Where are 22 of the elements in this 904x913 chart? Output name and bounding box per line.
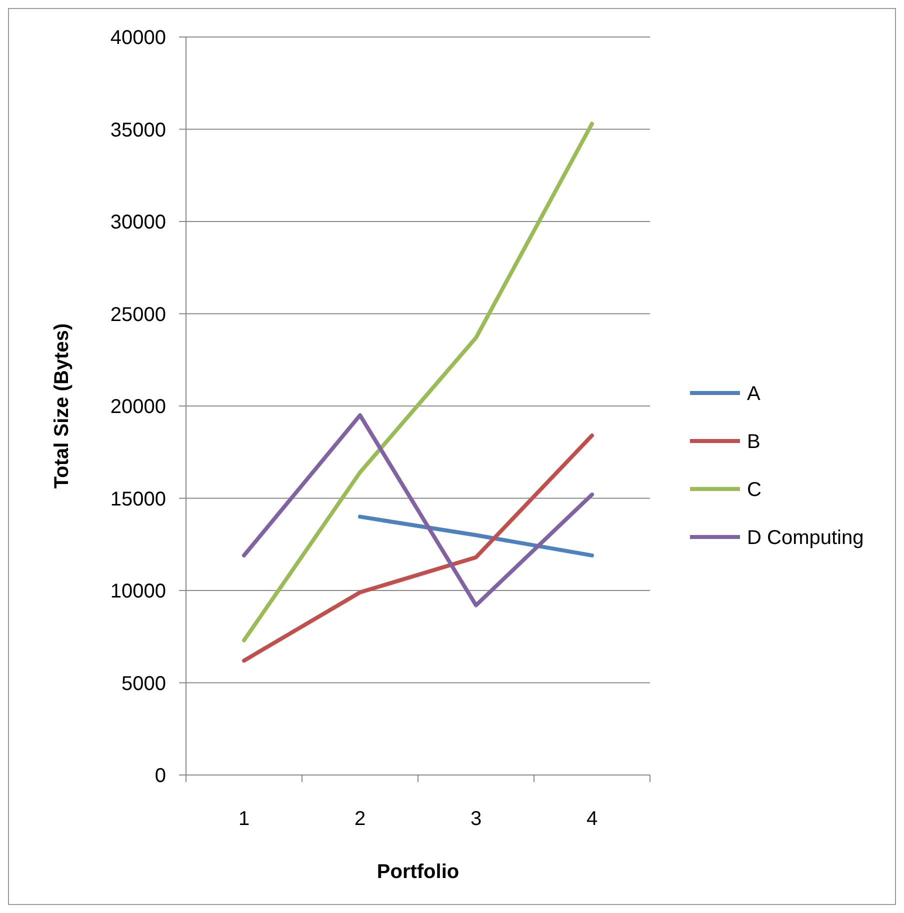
- y-axis-title: Total Size (Bytes): [51, 323, 73, 489]
- y-tick-label: 10000: [110, 580, 166, 602]
- line-series: [242, 434, 594, 663]
- y-tick-label: 20000: [110, 396, 166, 418]
- x-tick-label: 4: [586, 808, 598, 830]
- legend-label: A: [747, 383, 761, 405]
- x-tick-label: 3: [470, 808, 482, 830]
- x-axis-title: Portfolio: [376, 861, 460, 883]
- y-tick-label: 0: [154, 765, 166, 787]
- line-series: [242, 122, 594, 642]
- legend-label: C: [747, 479, 762, 501]
- legend-label: B: [747, 431, 760, 453]
- y-tick-label: 40000: [110, 27, 166, 49]
- y-tick-label: 15000: [110, 488, 166, 510]
- y-tick-label: 35000: [110, 119, 166, 142]
- x-tick-label: 2: [354, 808, 366, 830]
- y-tick-label: 5000: [122, 672, 166, 695]
- line-series: [242, 413, 594, 608]
- legend-label: D Computing: [747, 527, 864, 549]
- y-tick-label: 25000: [110, 304, 166, 326]
- x-tick-label: 1: [238, 808, 250, 830]
- y-tick-label: 30000: [110, 212, 166, 234]
